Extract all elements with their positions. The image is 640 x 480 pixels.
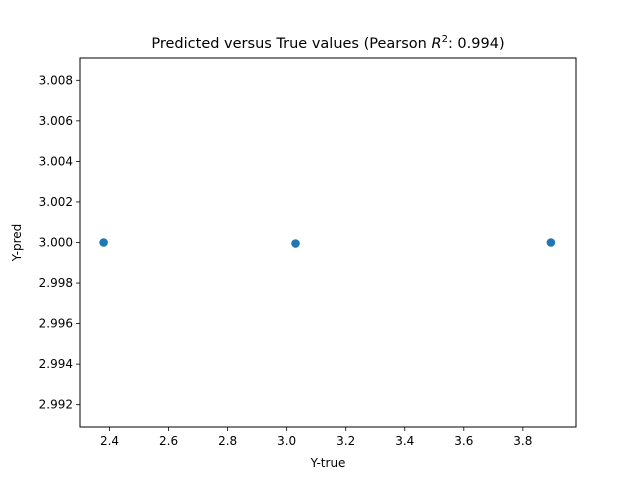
y-tick-label: 3.008 — [39, 73, 73, 87]
y-tick-label: 3.006 — [39, 114, 73, 128]
y-tick-label: 3.000 — [39, 236, 73, 250]
axes-frame — [79, 57, 577, 428]
x-tick-label: 3.0 — [277, 434, 296, 448]
data-point — [99, 238, 108, 247]
x-tick-label: 3.6 — [454, 434, 473, 448]
y-axis-label: Y-pred — [10, 224, 24, 263]
x-tick-label: 3.2 — [336, 434, 355, 448]
y-tick-label: 2.992 — [39, 398, 73, 412]
x-tick-label: 2.8 — [218, 434, 237, 448]
y-tick-label: 3.004 — [39, 154, 73, 168]
chart-title: Predicted versus True values (Pearson R2… — [151, 34, 504, 52]
y-tick-label: 2.994 — [39, 357, 73, 371]
plot-area: 2.4 2.6 2.8 3.0 3.2 3.4 3.6 3.8 2.992 2.994 2.996 2… — [39, 73, 556, 448]
data-point — [291, 239, 300, 248]
x-tick-label: 2.6 — [159, 434, 178, 448]
x-axis-label: Y-true — [310, 456, 346, 470]
y-tick-label: 2.996 — [39, 317, 73, 331]
x-tick-label: 2.4 — [100, 434, 119, 448]
x-tick-label: 3.4 — [395, 434, 414, 448]
y-tick-label: 3.002 — [39, 195, 73, 209]
x-tick-label: 3.8 — [513, 434, 532, 448]
y-tick-label: 2.998 — [39, 276, 73, 290]
data-point — [546, 238, 556, 247]
